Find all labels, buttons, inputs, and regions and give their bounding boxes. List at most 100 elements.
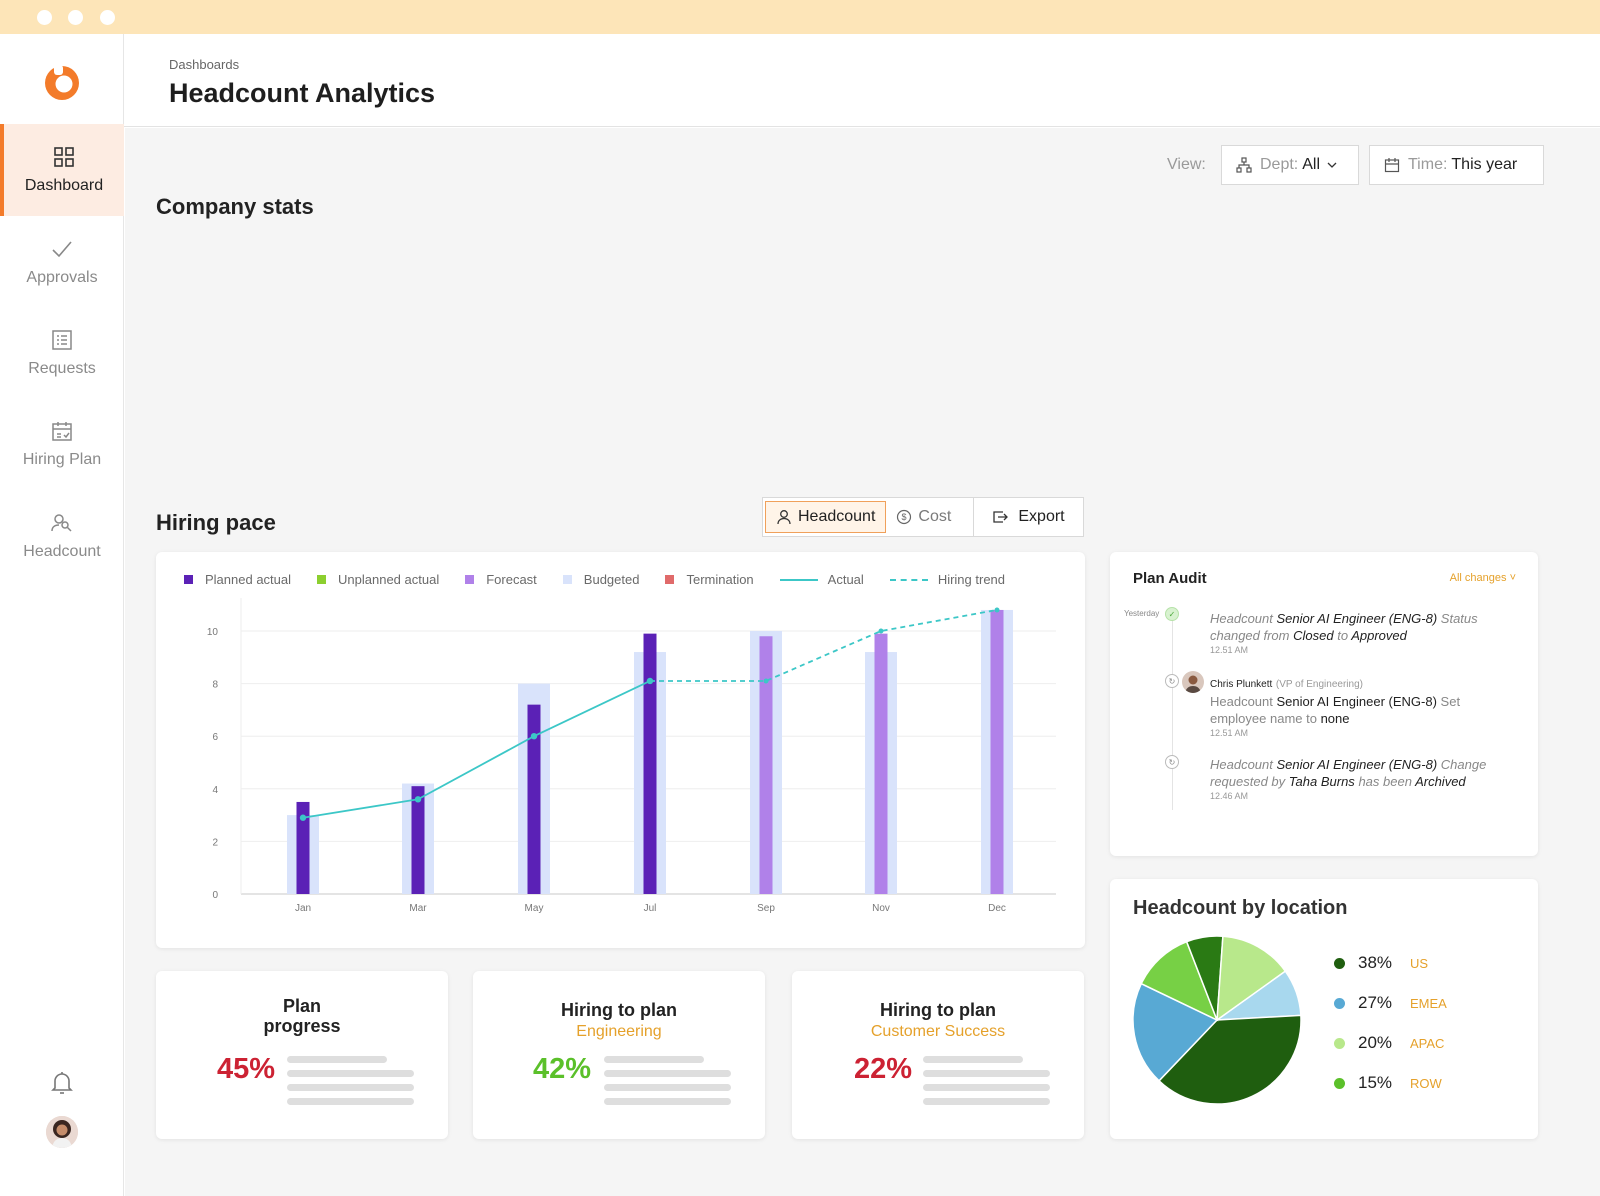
hiring-to-plan-engineering-card[interactable]: Hiring to plan Engineering 42% (473, 971, 765, 1139)
time-filter-dropdown[interactable]: Time: This year (1369, 145, 1544, 185)
sidebar-item-label: Requests (28, 360, 96, 377)
sidebar: Dashboard Approvals Requests Hiring Plan… (0, 34, 124, 1196)
user-avatar[interactable] (1182, 671, 1204, 693)
x-tick-label: Jul (644, 903, 657, 914)
check-icon (52, 241, 72, 258)
person-icon (777, 510, 791, 525)
x-tick-label: Sep (757, 903, 775, 914)
legend-item[interactable]: Unplanned actual (317, 572, 439, 587)
location-pct: 20% (1358, 1033, 1393, 1052)
audit-time: 12.46 AM (1210, 791, 1249, 801)
legend-item[interactable]: Actual (779, 572, 864, 587)
audit-entry: Headcount Senior AI Engineer (ENG-8) Cha… (1210, 756, 1510, 803)
audit-action: Set employee name to (1210, 694, 1461, 726)
location-title: Headcount by location (1133, 897, 1348, 919)
location-row-apac[interactable]: 20% APAC (1334, 1033, 1444, 1053)
hiring-trend-point (878, 628, 884, 634)
location-name: US (1410, 955, 1429, 971)
y-tick-label: 6 (212, 732, 218, 743)
pie-slice-us[interactable] (1157, 1014, 1302, 1105)
legend-item[interactable]: Forecast (465, 572, 537, 587)
stat-title: Hiring to plan (561, 1000, 677, 1020)
grid-icon (54, 147, 74, 167)
pie-slice-apac[interactable] (1216, 935, 1287, 1022)
legend-item[interactable]: Budgeted (562, 572, 639, 587)
dept-filter-dropdown[interactable]: Dept: All (1221, 145, 1359, 185)
window-minimize-dot[interactable] (68, 10, 83, 25)
legend-item[interactable]: Planned actual (184, 572, 291, 587)
svg-text:$: $ (902, 512, 907, 522)
app-logo-icon[interactable] (42, 62, 82, 102)
audit-by[interactable]: Taha Burns (1288, 774, 1355, 789)
planned-actual-bar (643, 633, 657, 894)
sidebar-item-label: Hiring Plan (22, 451, 102, 468)
sidebar-item-hiring-plan[interactable]: Hiring Plan (0, 398, 124, 490)
legend-item[interactable]: Hiring trend (889, 572, 1005, 587)
pie-slice-row[interactable] (1140, 940, 1219, 1022)
sidebar-item-requests[interactable]: Requests (0, 307, 124, 399)
location-row-us[interactable]: 38% US (1334, 953, 1428, 973)
cost-toggle-label: Cost (918, 508, 952, 525)
location-pct: 15% (1358, 1073, 1393, 1092)
location-pct: 38% (1358, 953, 1393, 972)
org-chart-icon (1236, 157, 1252, 173)
stat-subtitle: Customer Success (870, 1023, 1006, 1040)
actual-line (302, 680, 651, 819)
location-row-emea[interactable]: 27% EMEA (1334, 993, 1447, 1013)
breadcrumb[interactable]: Dashboards (169, 57, 240, 72)
audit-user-name[interactable]: Chris Plunkett (1210, 679, 1273, 690)
cost-toggle-button[interactable]: $ Cost (886, 501, 961, 533)
page-header: Dashboards Headcount Analytics (124, 34, 1600, 127)
legend-swatch (465, 575, 475, 584)
audit-time: 12.51 AM (1210, 728, 1249, 738)
sidebar-item-dashboard[interactable]: Dashboard (0, 124, 124, 216)
pie-slice-emea[interactable] (1132, 982, 1219, 1082)
placeholder-line (287, 1056, 387, 1063)
timeline-line (1172, 610, 1173, 810)
export-label: Export (1018, 508, 1065, 525)
all-changes-dropdown[interactable]: All changes ˅ (1449, 572, 1516, 584)
stat-title: Hiring to plan (880, 1000, 996, 1020)
audit-time: 12.51 AM (1210, 645, 1249, 655)
hiring-to-plan-customer-success-card[interactable]: Hiring to plan Customer Success 22% (792, 971, 1084, 1139)
placeholder-line (287, 1098, 414, 1105)
planned-actual-bar (527, 704, 541, 894)
view-label: View: (1167, 156, 1206, 173)
time-filter-prefix: Time: (1408, 156, 1448, 173)
planned-actual-bar (296, 801, 310, 894)
time-filter-value: This year (1451, 156, 1518, 173)
sidebar-item-headcount[interactable]: Headcount (0, 490, 124, 582)
audit-from: Closed (1293, 628, 1334, 643)
stat-title: Plan progress (263, 996, 341, 1036)
sidebar-item-label: Headcount (23, 543, 101, 560)
x-tick-label: Jan (295, 903, 311, 914)
plan-audit-title: Plan Audit (1133, 570, 1207, 587)
bell-icon[interactable] (50, 1070, 74, 1096)
window-close-dot[interactable] (37, 10, 52, 25)
approved-check-icon: ✓ (1165, 607, 1179, 621)
headcount-toggle-button[interactable]: Headcount (765, 501, 887, 533)
window-title-bar (0, 0, 1600, 34)
export-button[interactable]: Export (973, 497, 1084, 537)
legend-item[interactable]: Termination (665, 572, 754, 587)
change-cycle-icon: ↻ (1165, 674, 1179, 688)
legend-dot (1334, 1037, 1345, 1049)
audit-object[interactable]: Senior AI Engineer (ENG-8) (1276, 757, 1438, 772)
audit-object[interactable]: Senior AI Engineer (ENG-8) (1276, 611, 1438, 626)
audit-action: Status changed from (1210, 611, 1478, 643)
window-maximize-dot[interactable] (100, 10, 115, 25)
user-avatar[interactable] (46, 1116, 78, 1148)
location-row-row[interactable]: 15% ROW (1334, 1073, 1442, 1093)
plan-progress-card[interactable]: Plan progress 45% (156, 971, 448, 1139)
forecast-bar (759, 636, 773, 894)
export-icon (993, 511, 1009, 523)
legend-label: Actual (827, 572, 864, 587)
actual-point (299, 814, 307, 821)
legend-swatch (665, 575, 675, 584)
audit-object[interactable]: Senior AI Engineer (ENG-8) (1276, 694, 1437, 709)
list-icon (52, 330, 72, 350)
placeholder-line (923, 1070, 1050, 1077)
audit-mid: has been (1358, 774, 1412, 789)
legend-swatch (562, 575, 572, 584)
sidebar-item-approvals[interactable]: Approvals (0, 216, 124, 308)
